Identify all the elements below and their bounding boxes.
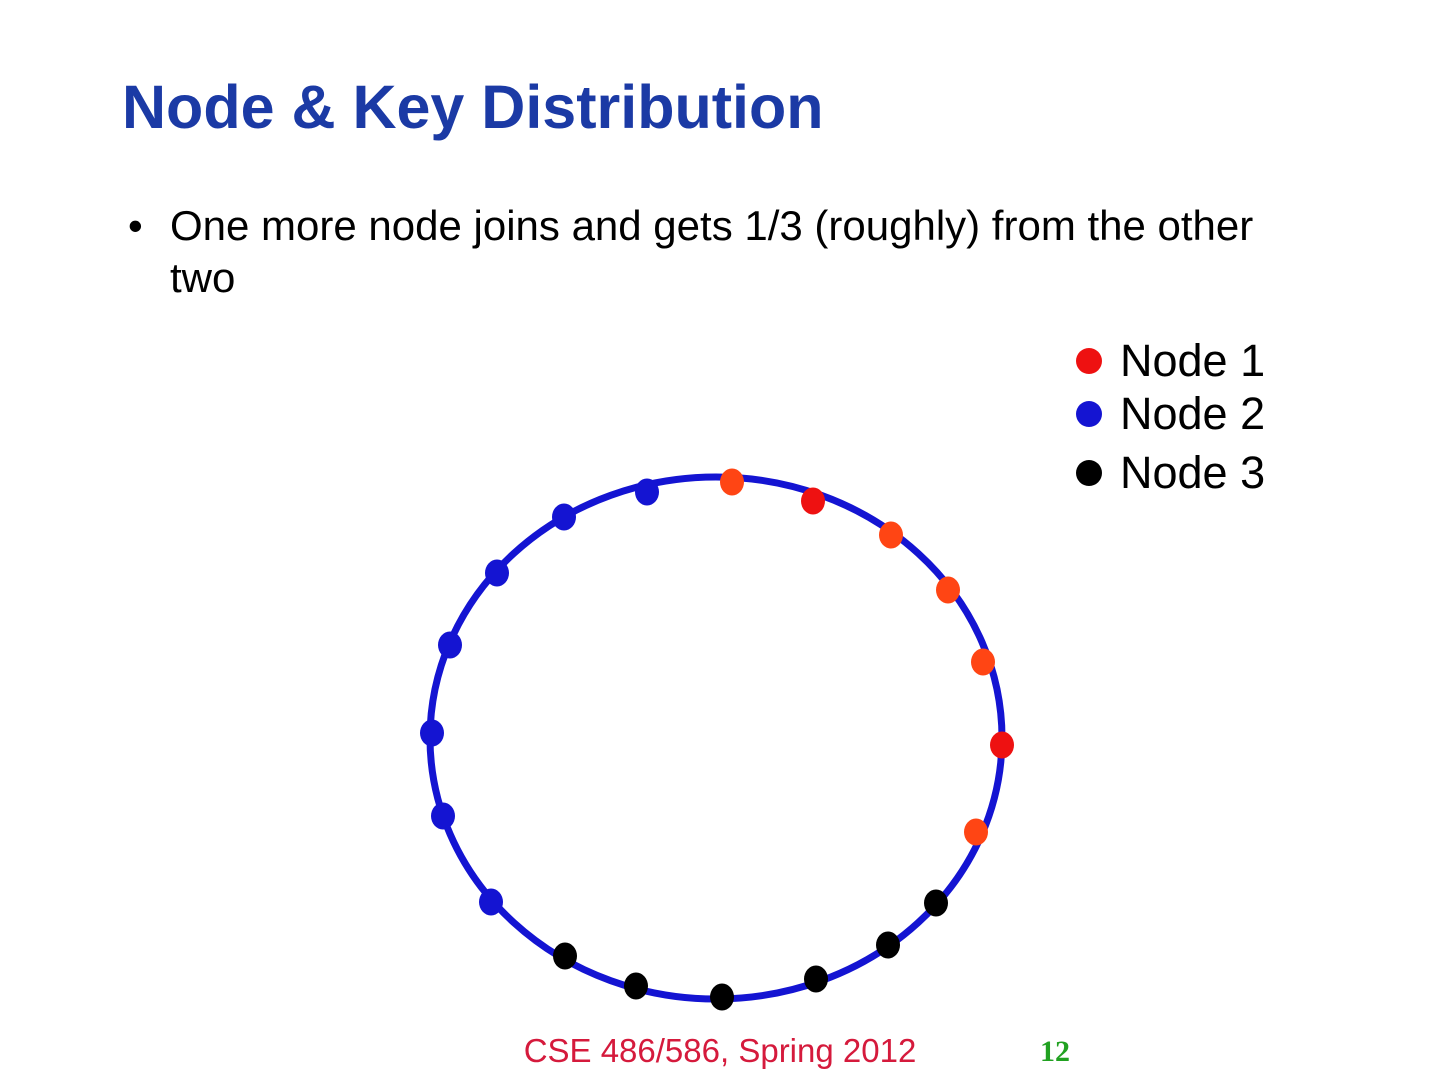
node1-legend-dot-icon <box>1076 348 1102 374</box>
slide-title: Node & Key Distribution <box>122 73 824 141</box>
key-dot-node-1 <box>990 731 1014 759</box>
key-dot-node-1 <box>801 487 825 515</box>
page-number: 12 <box>1040 1035 1070 1068</box>
legend-row-node1: Node 1 <box>1076 336 1265 386</box>
key-dot-node-2 <box>552 503 576 531</box>
node2-legend-dot-icon <box>1076 401 1102 427</box>
key-dot-node-3 <box>876 931 900 959</box>
legend-row-node2: Node 2 <box>1076 389 1265 439</box>
legend-row-node3: Node 3 <box>1076 448 1265 498</box>
key-dot-node-3 <box>624 972 648 1000</box>
node3-legend-dot-icon <box>1076 460 1102 486</box>
key-dot-node-3 <box>553 942 577 970</box>
key-dot-node-3 <box>924 889 948 917</box>
key-dot-node-1 <box>971 648 995 676</box>
key-dot-node-1 <box>879 521 903 549</box>
key-dot-node-2 <box>438 631 462 659</box>
bullet-text: One more node joins and gets 1/3 (roughl… <box>170 202 1254 301</box>
key-dot-node-1 <box>720 468 744 496</box>
identifier-ring <box>426 473 1006 1003</box>
bullet-item: • One more node joins and gets 1/3 (roug… <box>122 200 1302 304</box>
legend-label-node1: Node 1 <box>1120 335 1266 386</box>
key-dot-node-2 <box>420 719 444 747</box>
key-dot-node-2 <box>485 559 509 587</box>
legend-label-node2: Node 2 <box>1120 388 1266 439</box>
legend: Node 1 Node 2 Node 3 <box>1076 336 1265 498</box>
key-dot-node-1 <box>936 576 960 604</box>
key-dot-node-2 <box>635 478 659 506</box>
footer-course-label: CSE 486/586, Spring 2012 <box>523 1032 917 1069</box>
key-dot-node-3 <box>710 983 734 1011</box>
key-dot-node-1 <box>964 818 988 846</box>
key-dot-node-2 <box>431 802 455 830</box>
key-dot-node-3 <box>804 965 828 993</box>
key-dot-node-2 <box>479 888 503 916</box>
legend-label-node3: Node 3 <box>1120 447 1266 498</box>
bullet-marker: • <box>128 202 143 249</box>
